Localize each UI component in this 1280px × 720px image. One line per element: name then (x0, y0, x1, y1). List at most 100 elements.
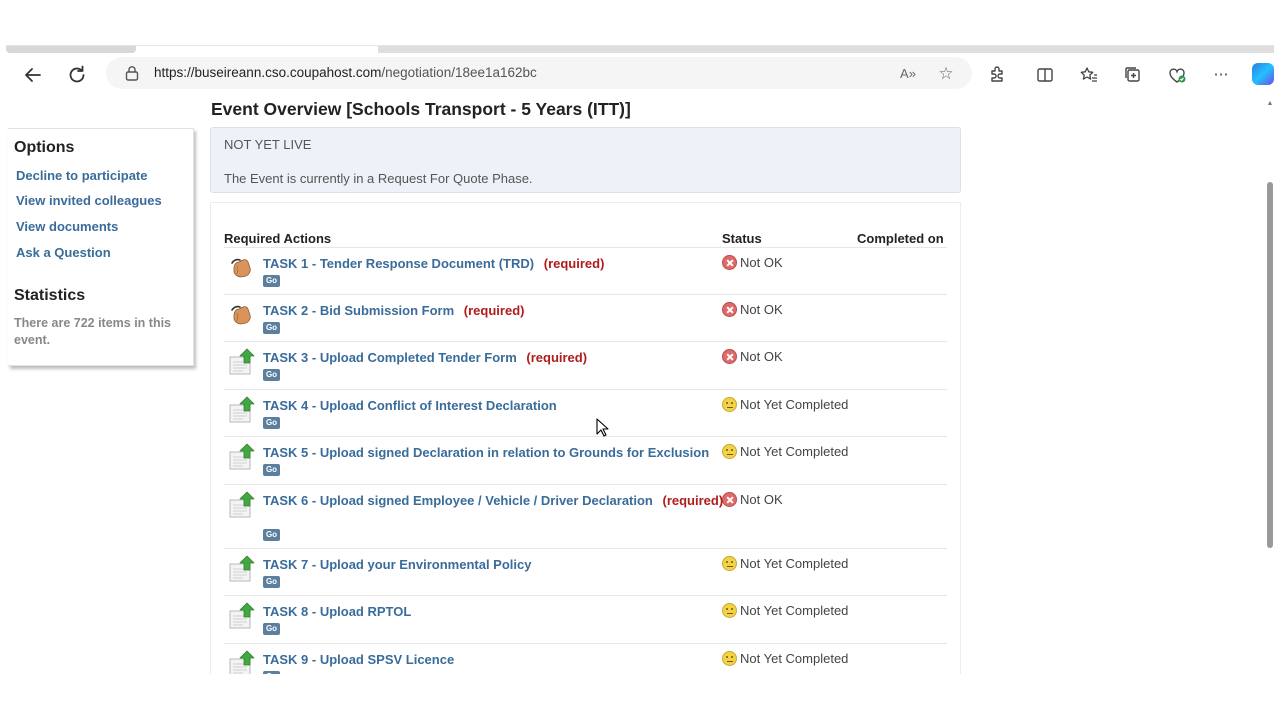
task-link[interactable]: TASK 9 - Upload SPSV Licence (263, 651, 728, 668)
status-text: Not OK (740, 255, 783, 270)
url-path: /negotiation/18ee1a162bc (381, 65, 537, 80)
task-link[interactable]: TASK 8 - Upload RPTOL (263, 603, 728, 620)
neutral-face-icon (722, 556, 737, 571)
task-link[interactable]: TASK 2 - Bid Submission Form (required) (263, 302, 728, 319)
required-label: (required) (463, 303, 525, 318)
status-text: Not Yet Completed (740, 444, 849, 459)
task-link[interactable]: TASK 3 - Upload Completed Tender Form (r… (263, 349, 728, 366)
go-button[interactable]: Go (263, 529, 280, 541)
go-button[interactable]: Go (263, 322, 280, 334)
lock-icon[interactable] (125, 65, 139, 81)
task-link[interactable]: TASK 1 - Tender Response Document (TRD) … (263, 255, 728, 272)
not-ok-icon (722, 255, 737, 270)
go-button[interactable]: Go (263, 417, 280, 429)
status-cell: Not OK (722, 492, 783, 507)
browser-essentials-icon[interactable] (1166, 64, 1188, 86)
go-button[interactable]: Go (263, 369, 280, 381)
status-cell: Not OK (722, 302, 783, 317)
scrollbar-thumb[interactable] (1267, 182, 1273, 548)
statistics-text: There are 722 items in this event. (14, 316, 172, 347)
upload-document-icon (228, 348, 256, 376)
task-title-text: TASK 8 - Upload RPTOL (263, 604, 412, 619)
upload-document-icon (228, 396, 256, 424)
go-button[interactable]: Go (263, 576, 280, 588)
go-button[interactable]: Go (263, 464, 280, 476)
status-cell: Not Yet Completed (722, 556, 848, 571)
task-title-text: TASK 3 - Upload Completed Tender Form (263, 350, 517, 365)
task-link[interactable]: TASK 5 - Upload signed Declaration in re… (263, 444, 728, 461)
collections-icon[interactable] (1122, 64, 1144, 86)
url-text[interactable]: https://buseireann.cso.coupahost.com/neg… (154, 65, 537, 80)
upload-document-icon (228, 443, 256, 471)
task-title-text: TASK 2 - Bid Submission Form (263, 303, 455, 318)
task-row: TASK 5 - Upload signed Declaration in re… (224, 437, 947, 485)
reload-icon[interactable] (65, 63, 89, 87)
extensions-icon[interactable] (986, 64, 1008, 86)
task-row: TASK 8 - Upload RPTOL Go Not Yet Completed (224, 596, 947, 644)
status-text: Not Yet Completed (740, 556, 849, 571)
go-button[interactable]: Go (263, 623, 280, 635)
task-link[interactable]: TASK 4 - Upload Conflict of Interest Dec… (263, 397, 728, 414)
upload-document-icon (228, 491, 256, 519)
task-row: TASK 6 - Upload signed Employee / Vehicl… (224, 485, 947, 549)
back-arrow-icon[interactable] (21, 63, 45, 87)
neutral-face-icon (722, 651, 737, 666)
view-invited-colleagues-link[interactable]: View invited colleagues (16, 193, 162, 208)
status-text: Not Yet Completed (740, 603, 849, 618)
copilot-icon[interactable] (1252, 63, 1274, 85)
required-actions-panel: Required Actions Status Completed on TAS… (210, 202, 961, 674)
decline-to-participate-link[interactable]: Decline to participate (16, 168, 148, 183)
not-ok-icon (722, 349, 737, 364)
required-label: (required) (526, 350, 588, 365)
read-aloud-icon[interactable]: A» (900, 66, 916, 81)
task-link[interactable]: TASK 6 - Upload signed Employee / Vehicl… (263, 492, 728, 509)
status-cell: Not OK (722, 255, 783, 270)
task-title-text: TASK 7 - Upload your Environmental Polic… (263, 557, 532, 572)
event-status-text: NOT YET LIVE (224, 137, 312, 152)
upload-document-icon (228, 602, 256, 630)
address-bar[interactable]: https://buseireann.cso.coupahost.com/neg… (106, 57, 972, 89)
status-cell: Not OK (722, 349, 783, 364)
not-ok-icon (722, 302, 737, 317)
hand-pointer-icon (228, 301, 256, 329)
required-label: (required) (543, 256, 605, 271)
neutral-face-icon (722, 397, 737, 412)
task-row: TASK 1 - Tender Response Document (TRD) … (224, 248, 947, 295)
favorite-star-icon[interactable]: ☆ (938, 64, 954, 83)
browser-tab[interactable] (6, 46, 136, 53)
task-row: TASK 3 - Upload Completed Tender Form (r… (224, 342, 947, 390)
browser-tab-active[interactable] (378, 46, 1274, 53)
task-title-text: TASK 1 - Tender Response Document (TRD) (263, 256, 535, 271)
task-row: TASK 9 - Upload SPSV Licence Go Not Yet Co… (224, 644, 947, 674)
status-cell: Not Yet Completed (722, 603, 848, 618)
upload-document-icon (228, 650, 256, 674)
required-actions-header: Required Actions (224, 231, 332, 246)
status-text: Not OK (740, 492, 783, 507)
url-host: https://buseireann.cso.coupahost.com (154, 65, 382, 80)
favorites-list-icon[interactable] (1078, 64, 1100, 86)
go-button[interactable]: Go (263, 671, 280, 674)
options-sidebar: Options Decline to participate View invi… (8, 128, 194, 366)
task-title-text: TASK 5 - Upload signed Declaration in re… (263, 445, 710, 460)
task-row: TASK 7 - Upload your Environmental Polic… (224, 549, 947, 596)
header-divider (224, 247, 947, 248)
neutral-face-icon (722, 444, 737, 459)
go-button[interactable]: Go (263, 275, 280, 287)
tab-strip (6, 45, 1274, 53)
view-documents-link[interactable]: View documents (16, 219, 119, 234)
letterbox-top (0, 0, 1280, 45)
page-title: Event Overview [Schools Transport - 5 Ye… (211, 99, 631, 119)
browser-toolbar: https://buseireann.cso.coupahost.com/neg… (6, 53, 1274, 95)
more-menu-icon[interactable]: ⋯ (1213, 66, 1229, 83)
split-screen-icon[interactable] (1034, 64, 1056, 86)
task-link[interactable]: TASK 7 - Upload your Environmental Polic… (263, 556, 728, 573)
required-label: (required) (662, 493, 724, 508)
ask-a-question-link[interactable]: Ask a Question (16, 245, 111, 260)
scroll-up-arrow-icon[interactable]: ▲ (1266, 100, 1274, 107)
not-ok-icon (722, 492, 737, 507)
task-row: TASK 4 - Upload Conflict of Interest Dec… (224, 390, 947, 437)
task-title-text: TASK 6 - Upload signed Employee / Vehicl… (263, 493, 653, 508)
statistics-heading: Statistics (14, 287, 86, 304)
status-cell: Not Yet Completed (722, 397, 848, 412)
status-header: Status (722, 231, 762, 246)
